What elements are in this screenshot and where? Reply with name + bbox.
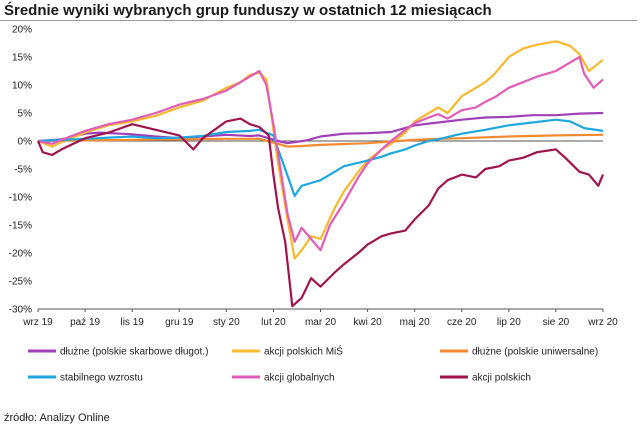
x-tick-label: wrz 20 (587, 317, 618, 328)
y-tick-label: 0% (18, 137, 33, 148)
y-tick-label: 15% (12, 53, 32, 64)
y-tick-label: -15% (9, 221, 32, 232)
x-tick-label: lis 19 (120, 317, 144, 328)
x-tick-label: paź 19 (70, 317, 100, 328)
series-line (37, 40, 604, 260)
x-tick-label: kwi 20 (353, 317, 382, 328)
legend-label: dłużne (polskie uniwersalne) (472, 347, 598, 358)
chart-legend: dłużne (polskie skarbowe długot.) akcji p… (28, 345, 598, 384)
x-tick-label: lut 20 (261, 317, 286, 328)
x-tick-label: maj 20 (400, 317, 430, 328)
x-tick-label: sie 20 (543, 317, 570, 328)
legend-label: stabilnego wzrostu (60, 373, 143, 384)
legend-label: akcji globalnych (264, 373, 335, 384)
title-underline (0, 20, 637, 21)
x-tick-label: mar 20 (305, 317, 337, 328)
y-tick-label: -25% (9, 277, 32, 288)
x-tick-label: cze 20 (447, 317, 477, 328)
x-tick-label: sty 20 (213, 317, 240, 328)
y-tick-label: 20% (12, 25, 32, 36)
chart-axes: 20%15%10%5%0%-5%-10%-15%-20%-25%-30%wrz … (9, 25, 619, 329)
y-tick-label: -20% (9, 249, 32, 260)
series-line (37, 118, 604, 197)
legend-label: dłużne (polskie skarbowe długot.) (60, 347, 208, 358)
x-tick-label: wrz 19 (22, 317, 53, 328)
chart-series (36, 40, 605, 308)
y-tick-label: -5% (14, 165, 32, 176)
legend-label: akcji polskich MiŚ (264, 345, 343, 358)
series-line (36, 117, 605, 308)
legend-label: akcji polskich (472, 373, 531, 384)
chart-source: źródło: Analizy Online (4, 412, 110, 424)
x-tick-label: gru 19 (165, 317, 194, 328)
chart-title: Średnie wyniki wybranych grup funduszy w… (4, 2, 492, 19)
series-line (37, 55, 604, 252)
y-tick-label: -30% (9, 305, 32, 316)
y-tick-label: 5% (18, 109, 33, 120)
series-line (37, 111, 604, 145)
x-tick-label: lip 20 (497, 317, 521, 328)
y-tick-label: -10% (9, 193, 32, 204)
y-tick-label: 10% (12, 81, 32, 92)
series-line (37, 133, 604, 148)
